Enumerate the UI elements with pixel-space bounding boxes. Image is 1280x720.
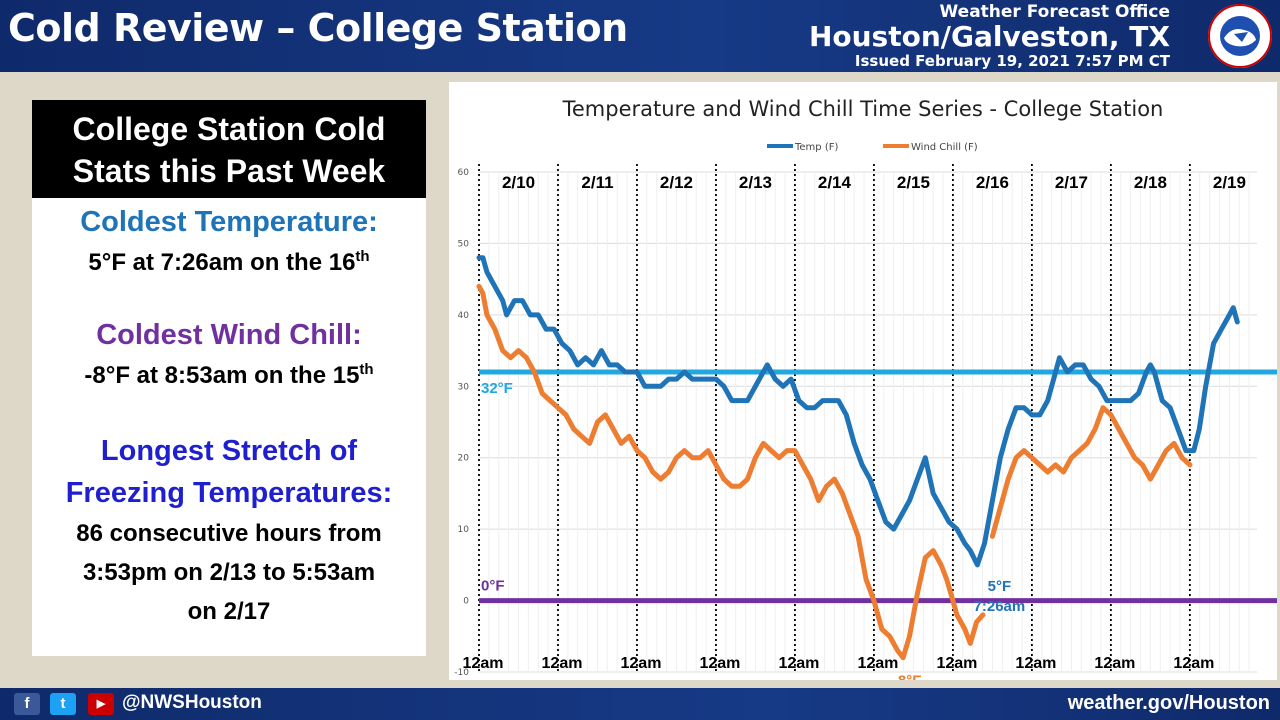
coldest-wc-value: -8°F at 8:53am on the 15th: [32, 352, 426, 394]
freeze-line1: 86 consecutive hours from: [76, 520, 382, 547]
coldest-wc-text: -8°F at 8:53am on the 15: [84, 362, 360, 389]
x-tick-label-2: 12am: [621, 655, 662, 672]
x-tick-label-0: 12am: [463, 655, 504, 672]
y-tick-label-1: 0: [463, 597, 469, 607]
x-tick-label-6: 12am: [936, 655, 977, 672]
chart-panel: Temperature and Wind Chill Time Series -…: [449, 82, 1277, 710]
coldest-temp-text: 5°F at 7:26am on the 16: [88, 249, 356, 276]
legend-label-0: Temp (F): [794, 142, 838, 153]
coldest-wc-sup: th: [359, 361, 374, 378]
freeze-title: Longest Stretch of Freezing Temperatures…: [32, 430, 426, 514]
nws-logo-icon: [1208, 4, 1272, 68]
office-label: Weather Forecast Office: [939, 2, 1170, 22]
temperature-wind-chill-chart: Temperature and Wind Chill Time Series -…: [454, 97, 1277, 710]
coldest-wc-title: Coldest Wind Chill:: [96, 319, 362, 351]
day-label-0: 2/10: [502, 173, 535, 192]
day-label-2: 2/12: [660, 173, 693, 192]
y-tick-label-4: 30: [458, 382, 470, 392]
day-label-6: 2/16: [976, 173, 1009, 192]
series-line-0: [476, 255, 1240, 568]
y-tick-label-6: 50: [458, 239, 470, 249]
freeze-line2: 3:53pm on 2/13 to 5:53am: [82, 559, 376, 586]
ref-line-label-1: 0°F: [481, 578, 505, 595]
x-tick-label-5: 12am: [857, 655, 898, 672]
ref-line-label-0: 32°F: [481, 380, 513, 397]
x-tick-label-9: 12am: [1173, 655, 1214, 672]
x-tick-label-8: 12am: [1094, 655, 1135, 672]
day-label-9: 2/19: [1213, 173, 1246, 192]
freeze-title-line1: Longest Stretch of: [100, 435, 358, 467]
annotation-time-0: 7:26am: [974, 598, 1026, 615]
freeze-line3: on 2/17: [187, 598, 271, 625]
y-tick-label-0: -10: [454, 668, 469, 678]
social-handle[interactable]: @NWSHouston: [122, 692, 262, 713]
coldest-temp-value: 5°F at 7:26am on the 16th: [32, 239, 426, 281]
freeze-stretch: 86 consecutive hours from 3:53pm on 2/13…: [32, 514, 426, 631]
series-line-1: [476, 283, 986, 661]
x-tick-label-3: 12am: [699, 655, 740, 672]
x-tick-label-4: 12am: [778, 655, 819, 672]
youtube-icon[interactable]: ▶: [88, 693, 114, 715]
y-tick-label-3: 20: [458, 454, 470, 464]
coldest-temp-sup: th: [355, 248, 370, 265]
y-tick-label-5: 40: [458, 311, 470, 321]
day-label-5: 2/15: [897, 173, 930, 192]
header-banner: Cold Review – College Station Weather Fo…: [0, 0, 1280, 72]
annotation-value-1: -8°F: [893, 673, 922, 680]
legend-label-1: Wind Chill (F): [911, 142, 978, 153]
coldest-temp-title: Coldest Temperature:: [80, 206, 378, 238]
annotation-value-0: 5°F: [988, 578, 1012, 595]
day-label-1: 2/11: [581, 173, 613, 192]
stats-panel: College Station Cold Stats this Past Wee…: [32, 100, 426, 656]
day-label-8: 2/18: [1134, 173, 1167, 192]
footer-banner: f t ▶ @NWSHouston weather.gov/Houston: [0, 688, 1280, 720]
day-label-3: 2/13: [739, 173, 772, 192]
day-label-4: 2/14: [818, 173, 852, 192]
stats-heading: College Station Cold Stats this Past Wee…: [32, 100, 426, 198]
stats-heading-line2: Stats this Past Week: [72, 153, 386, 189]
stats-heading-line1: College Station Cold: [72, 111, 386, 147]
day-label-7: 2/17: [1055, 173, 1088, 192]
chart-title: Temperature and Wind Chill Time Series -…: [562, 97, 1164, 121]
office-name: Houston/Galveston, TX: [808, 20, 1170, 53]
freeze-title-line2: Freezing Temperatures:: [65, 477, 393, 509]
y-tick-label-7: 60: [458, 168, 470, 178]
x-tick-label-7: 12am: [1015, 655, 1056, 672]
y-tick-label-2: 10: [458, 525, 470, 535]
website-link[interactable]: weather.gov/Houston: [1067, 692, 1270, 714]
issued-timestamp: Issued February 19, 2021 7:57 PM CT: [854, 52, 1170, 70]
page-title: Cold Review – College Station: [8, 6, 628, 50]
x-tick-label-1: 12am: [542, 655, 583, 672]
twitter-icon[interactable]: t: [50, 693, 76, 715]
series-line-2: [989, 405, 1193, 539]
facebook-icon[interactable]: f: [14, 693, 40, 715]
